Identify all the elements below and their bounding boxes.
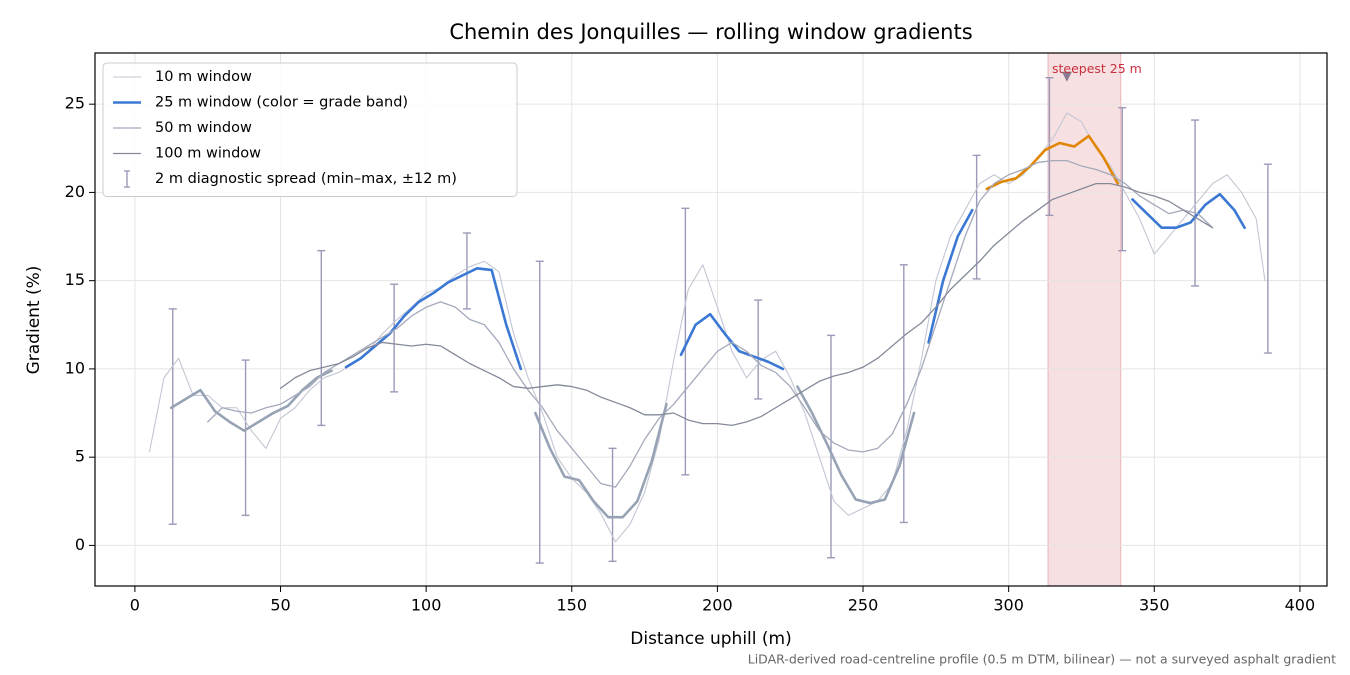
y-tick-label: 10 — [65, 358, 85, 377]
graded-line — [170, 369, 333, 432]
x-tick-label: 0 — [130, 596, 140, 615]
graded-line — [1131, 192, 1246, 230]
y-tick-label: 25 — [65, 94, 85, 113]
y-tick-label: 0 — [75, 535, 85, 554]
y-tick-label: 5 — [75, 447, 85, 466]
legend-label: 2 m diagnostic spread (min–max, ±12 m) — [155, 171, 457, 187]
highlight-label: steepest 25 m — [1052, 61, 1142, 76]
x-tick-label: 100 — [411, 596, 442, 615]
chart-title: Chemin des Jonquilles — rolling window g… — [449, 20, 972, 44]
x-tick-label: 200 — [702, 596, 733, 615]
x-tick-label: 300 — [993, 596, 1024, 615]
graded-line — [985, 134, 1120, 191]
graded-line — [534, 402, 668, 519]
x-tick-label: 350 — [1139, 596, 1170, 615]
x-tick-label: 400 — [1285, 596, 1316, 615]
highlight-band — [1047, 52, 1122, 587]
legend-label: 50 m window — [155, 120, 252, 136]
line — [207, 160, 1214, 488]
x-tick-label: 250 — [848, 596, 879, 615]
x-tick-label: 150 — [557, 596, 588, 615]
graded-line — [344, 267, 523, 371]
legend-label: 100 m window — [155, 146, 261, 162]
legend-box — [102, 62, 518, 197]
legend-label: 10 m window — [155, 69, 252, 85]
y-tick-label: 15 — [65, 270, 85, 289]
legend-label: 25 m window (color = grade band) — [155, 95, 408, 111]
x-tick-label: 50 — [270, 596, 290, 615]
y-axis-label: Gradient (%) — [24, 266, 44, 375]
y-tick-label: 20 — [65, 182, 85, 201]
footnote: LiDAR-derived road-centreline profile (0… — [748, 652, 1336, 667]
plot-frame — [94, 52, 1328, 587]
x-axis-label: Distance uphill (m) — [630, 629, 791, 649]
line — [279, 182, 1214, 427]
highlight-marker — [1061, 71, 1072, 82]
line — [148, 112, 1266, 543]
graded-line — [927, 208, 974, 344]
graded-line — [796, 385, 916, 505]
